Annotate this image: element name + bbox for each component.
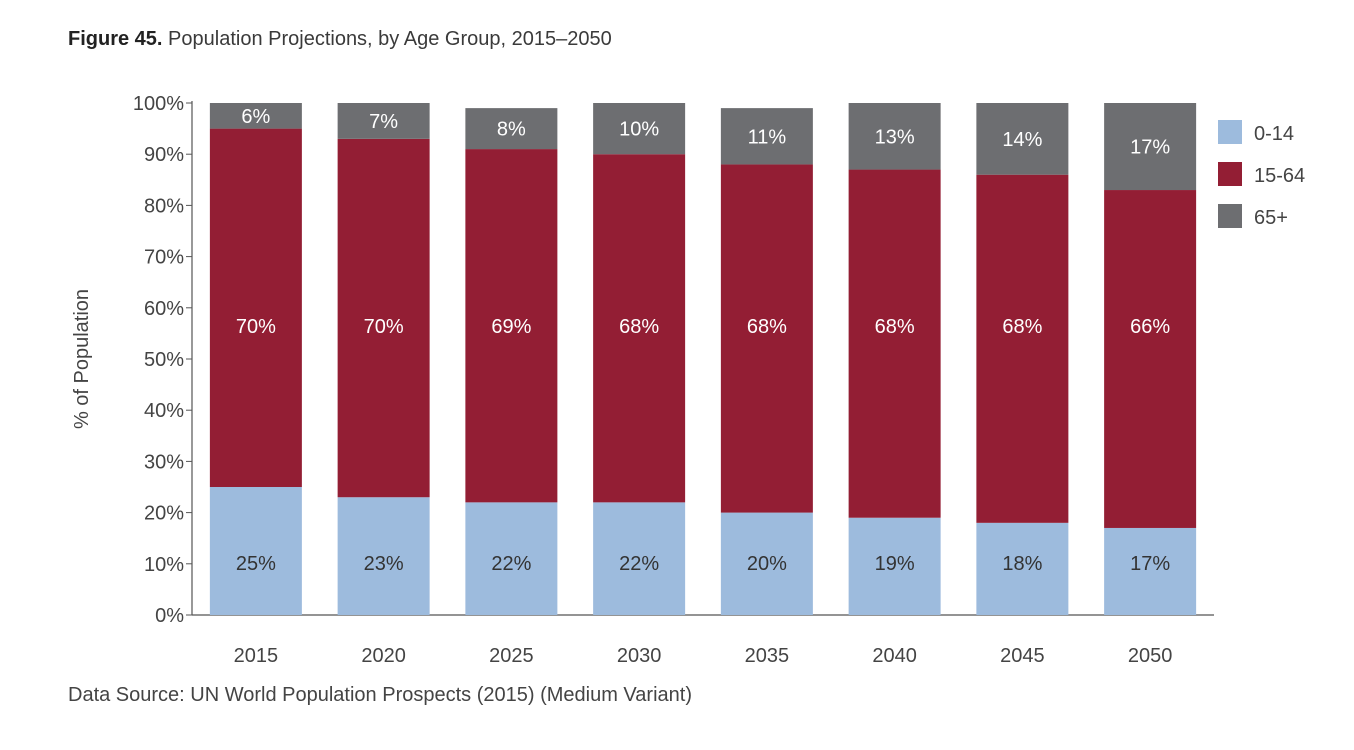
bar-65plus-2035 — [720, 108, 813, 165]
data-label-65plus-2045: 14% — [1002, 129, 1042, 151]
bar-0-14-2015 — [209, 487, 302, 615]
bar-0-14-2050 — [1104, 527, 1197, 615]
legend-swatch-65plus — [1218, 204, 1242, 228]
data-label-15-64-2045: 68% — [1002, 316, 1042, 338]
bar-65plus-2045 — [976, 103, 1069, 175]
data-label-65plus-2035: 11% — [748, 126, 787, 148]
bar-15-64-2030 — [593, 154, 686, 503]
bar-65plus-2050 — [1104, 103, 1197, 191]
y-tick-label: 100% — [133, 93, 184, 115]
data-label-15-64-2015: 70% — [236, 316, 276, 338]
bar-15-64-2025 — [465, 149, 558, 503]
data-label-65plus-2025: 8% — [497, 119, 526, 141]
y-tick-label: 20% — [144, 503, 184, 525]
data-label-0-14-2035: 20% — [747, 553, 787, 575]
data-label-65plus-2020: 7% — [369, 111, 398, 133]
bar-65plus-2025 — [465, 108, 558, 150]
bar-0-14-2020 — [337, 497, 430, 615]
x-tick-label-2035: 2035 — [745, 645, 790, 667]
x-tick-label-2040: 2040 — [872, 645, 917, 667]
y-tick-label: 70% — [144, 247, 184, 269]
bar-15-64-2035 — [720, 164, 813, 513]
bar-15-64-2040 — [848, 169, 941, 518]
bar-65plus-2020 — [337, 103, 430, 139]
data-label-65plus-2015: 6% — [241, 106, 270, 128]
data-label-0-14-2015: 25% — [236, 553, 276, 575]
legend-label-0-14: 0-14 — [1254, 123, 1294, 145]
data-source-note: Data Source: UN World Population Prospec… — [68, 684, 692, 706]
data-label-15-64-2050: 66% — [1130, 316, 1170, 338]
legend-swatch-0-14 — [1218, 120, 1242, 144]
bar-65plus-2040 — [848, 103, 941, 170]
y-tick-label: 80% — [144, 195, 184, 217]
data-label-65plus-2050: 17% — [1130, 137, 1170, 159]
y-tick-label: 90% — [144, 144, 184, 166]
bar-0-14-2025 — [465, 502, 558, 615]
bar-0-14-2035 — [720, 512, 813, 615]
y-axis-label: % of Population — [71, 289, 93, 429]
x-tick-label-2025: 2025 — [489, 645, 534, 667]
data-label-0-14-2030: 22% — [619, 553, 659, 575]
data-label-0-14-2050: 17% — [1130, 553, 1170, 575]
x-tick-label-2050: 2050 — [1128, 645, 1173, 667]
data-label-15-64-2020: 70% — [364, 316, 404, 338]
bar-0-14-2045 — [976, 522, 1069, 615]
data-label-0-14-2040: 19% — [875, 553, 915, 575]
y-tick-label: 0% — [155, 605, 184, 627]
data-label-65plus-2040: 13% — [875, 126, 915, 148]
data-label-15-64-2025: 69% — [491, 316, 531, 338]
legend-label-65plus: 65+ — [1254, 207, 1288, 229]
data-label-0-14-2025: 22% — [491, 553, 531, 575]
data-label-15-64-2040: 68% — [875, 316, 915, 338]
bar-15-64-2020 — [337, 138, 430, 498]
y-tick-label: 10% — [144, 554, 184, 576]
x-tick-label-2020: 2020 — [361, 645, 406, 667]
y-tick-label: 40% — [144, 400, 184, 422]
data-label-0-14-2020: 23% — [364, 553, 404, 575]
bar-0-14-2040 — [848, 517, 941, 615]
x-tick-label-2015: 2015 — [234, 645, 279, 667]
y-tick-label: 60% — [144, 298, 184, 320]
data-label-0-14-2045: 18% — [1002, 553, 1042, 575]
x-tick-label-2030: 2030 — [617, 645, 662, 667]
figure-number: Figure 45. — [68, 28, 163, 50]
data-label-15-64-2030: 68% — [619, 316, 659, 338]
data-label-15-64-2035: 68% — [747, 316, 787, 338]
y-tick-label: 30% — [144, 451, 184, 473]
figure-title: Figure 45. Population Projections, by Ag… — [68, 28, 612, 51]
bar-65plus-2030 — [593, 103, 686, 155]
bar-15-64-2015 — [209, 128, 302, 487]
bar-0-14-2030 — [593, 502, 686, 615]
x-tick-label-2045: 2045 — [1000, 645, 1045, 667]
figure-title-text: Population Projections, by Age Group, 20… — [168, 28, 612, 50]
bar-65plus-2015 — [209, 103, 302, 129]
bar-15-64-2045 — [976, 174, 1069, 523]
legend-swatch-15-64 — [1218, 162, 1242, 186]
bar-15-64-2050 — [1104, 190, 1197, 528]
y-tick-label: 50% — [144, 349, 184, 371]
data-label-65plus-2030: 10% — [619, 119, 659, 141]
legend-label-15-64: 15-64 — [1254, 165, 1305, 187]
